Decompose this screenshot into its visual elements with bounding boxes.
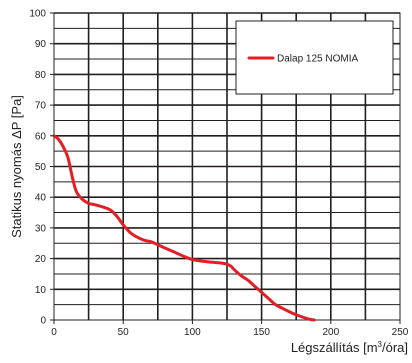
- series-point: [122, 224, 124, 226]
- y-tick-label: 60: [35, 131, 47, 142]
- series-point: [143, 239, 145, 241]
- y-tick-label: 30: [35, 223, 47, 234]
- series-point: [295, 313, 298, 316]
- series-point: [108, 208, 111, 211]
- x-axis-ticks: 0 50 100 150 200 250: [51, 320, 409, 338]
- x-tick-label: 200: [322, 327, 339, 338]
- series-point: [184, 256, 187, 258]
- y-tick-label: 0: [40, 316, 46, 327]
- series-point: [136, 236, 138, 238]
- legend: Dalap 125 NOMIA: [235, 20, 394, 95]
- series-point: [240, 274, 242, 277]
- series-point: [302, 316, 304, 319]
- series-point: [177, 253, 180, 255]
- y-axis-ticks: 0 10 20 30 40 50 60 70 80 90 100: [29, 9, 54, 327]
- x-tick-label: 100: [184, 327, 201, 338]
- series-point: [157, 243, 159, 246]
- series-point: [274, 303, 277, 306]
- x-axis-title: Légszállítás [m3/óra]: [291, 340, 408, 355]
- y-axis-title: Statikus nyomás ΔP [Pa]: [9, 95, 24, 238]
- series-point: [313, 319, 315, 321]
- series-point: [205, 260, 208, 263]
- y-tick-label: 90: [35, 39, 47, 50]
- series-point: [163, 247, 166, 249]
- series-point: [80, 197, 83, 200]
- series-point: [226, 263, 228, 265]
- series-point: [246, 279, 249, 281]
- x-axis-title-unit-superscript: 3: [378, 340, 383, 349]
- series-point: [253, 285, 256, 288]
- x-tick-label: 0: [51, 327, 57, 338]
- series-point: [75, 190, 77, 192]
- series-point: [61, 144, 64, 146]
- series-point: [87, 202, 90, 205]
- series-point: [57, 138, 59, 140]
- series-point: [288, 310, 291, 313]
- y-tick-label: 80: [35, 70, 47, 81]
- series-point: [198, 259, 201, 262]
- series-point: [191, 258, 194, 261]
- series-point: [212, 261, 214, 264]
- x-axis-title-unit-end: /óra]: [382, 340, 408, 355]
- series-point: [71, 174, 73, 177]
- legend-entry-label: Dalap 125 NOMIA: [277, 54, 358, 65]
- x-tick-label: 250: [392, 327, 409, 338]
- series-point: [233, 268, 235, 271]
- series-point: [94, 204, 97, 206]
- grid: [54, 12, 400, 320]
- x-axis-title-main: Légszállítás: [291, 340, 360, 355]
- series-layer: [52, 134, 316, 322]
- series-point: [129, 231, 131, 234]
- series-point: [309, 318, 311, 321]
- series-point: [260, 291, 263, 294]
- series-point: [170, 250, 173, 252]
- y-tick-label: 100: [29, 9, 46, 20]
- x-tick-label: 150: [253, 327, 270, 338]
- x-tick-label: 50: [118, 327, 130, 338]
- series-point: [67, 156, 69, 159]
- series-point: [150, 240, 152, 243]
- y-tick-label: 20: [35, 254, 47, 265]
- y-tick-label: 10: [35, 285, 47, 296]
- series-point: [219, 262, 221, 264]
- x-axis-title-unit: [m: [359, 340, 377, 355]
- y-tick-label: 70: [35, 101, 47, 112]
- y-tick-label: 50: [35, 162, 47, 173]
- y-tick-label: 40: [35, 193, 47, 204]
- series-point: [267, 297, 270, 300]
- series-point: [230, 265, 232, 268]
- series-point: [281, 307, 284, 310]
- series-point: [115, 214, 118, 217]
